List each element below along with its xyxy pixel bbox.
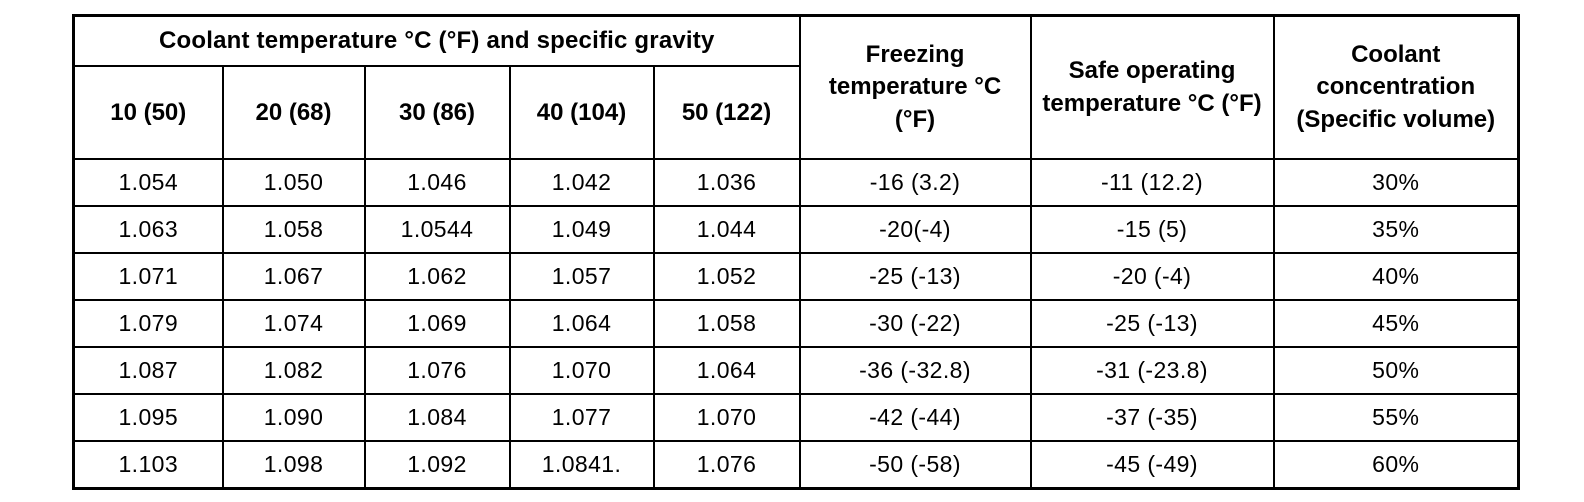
- table-cell: 1.057: [508, 252, 655, 301]
- table-cell: 1.036: [652, 158, 801, 207]
- table-row: 1.087 1.082 1.076 1.070 1.064 -36 (-32.8…: [72, 346, 1520, 395]
- table-row: 1.071 1.067 1.062 1.057 1.052 -25 (-13) …: [72, 252, 1520, 301]
- table-cell: 1.046: [363, 158, 511, 207]
- table-cell: -45 (-49): [1029, 440, 1275, 490]
- table-cell: 1.058: [221, 205, 366, 254]
- table-cell: 40%: [1272, 252, 1520, 301]
- column-header-temp-40: 40 (104): [508, 65, 655, 160]
- table-cell: -31 (-23.8): [1029, 346, 1275, 395]
- table-cell: -15 (5): [1029, 205, 1275, 254]
- table-cell: 1.079: [72, 299, 224, 348]
- table-cell: 1.098: [221, 440, 366, 490]
- column-header-temp-10: 10 (50): [72, 65, 224, 160]
- table-cell: 1.064: [508, 299, 655, 348]
- table-cell: 1.087: [72, 346, 224, 395]
- table-row: 1.095 1.090 1.084 1.077 1.070 -42 (-44) …: [72, 393, 1520, 442]
- table-cell: 1.062: [363, 252, 511, 301]
- table-cell: 1.063: [72, 205, 224, 254]
- coolant-specific-gravity-table: Coolant temperature °C (°F) and specific…: [72, 14, 1521, 490]
- table-cell: 1.058: [652, 299, 801, 348]
- table-cell: 45%: [1272, 299, 1520, 348]
- table-cell: 55%: [1272, 393, 1520, 442]
- table-cell: 1.103: [72, 440, 224, 490]
- table-cell: 1.095: [72, 393, 224, 442]
- table-cell: -25 (-13): [1029, 299, 1275, 348]
- header-row-temps: 10 (50) 20 (68) 30 (86) 40 (104) 50 (122…: [72, 65, 1519, 160]
- table-cell: 1.064: [652, 346, 801, 395]
- column-header-temp-20: 20 (68): [221, 65, 366, 160]
- table-cell: 1.044: [652, 205, 801, 254]
- table-cell: 1.042: [508, 158, 655, 207]
- table-cell: 1.082: [221, 346, 366, 395]
- table-cell: 30%: [1272, 158, 1520, 207]
- group-header-coolant-temperature: Coolant temperature °C (°F) and specific…: [72, 14, 801, 67]
- table-cell: 35%: [1272, 205, 1520, 254]
- table-cell: 50%: [1272, 346, 1520, 395]
- table-cell: 1.067: [221, 252, 366, 301]
- table-row: 1.063 1.058 1.0544 1.049 1.044 -20(-4) -…: [72, 205, 1520, 254]
- table-cell: 1.054: [72, 158, 224, 207]
- table-row: 1.054 1.050 1.046 1.042 1.036 -16 (3.2) …: [72, 158, 1520, 207]
- table-cell: -16 (3.2): [798, 158, 1032, 207]
- table-cell: -36 (-32.8): [798, 346, 1032, 395]
- table-cell: -20(-4): [798, 205, 1032, 254]
- table-cell: 1.0544: [363, 205, 511, 254]
- table-cell: 1.070: [652, 393, 801, 442]
- table-cell: 1.084: [363, 393, 511, 442]
- table-cell: 1.071: [72, 252, 224, 301]
- column-header-coolant-concentration: Coolant concentration (Specific volume): [1272, 14, 1520, 160]
- table-cell: 1.090: [221, 393, 366, 442]
- table-cell: 1.070: [508, 346, 655, 395]
- table-cell: 1.050: [221, 158, 366, 207]
- table-cell: 1.069: [363, 299, 511, 348]
- table-cell: 1.0841.: [508, 440, 655, 490]
- table-cell: 1.092: [363, 440, 511, 490]
- column-header-safe-operating-temperature: Safe operating temperature °C (°F): [1029, 14, 1275, 160]
- column-header-temp-30: 30 (86): [363, 65, 511, 160]
- table-cell: -42 (-44): [798, 393, 1032, 442]
- column-header-freezing-temperature: Freezing temperature °C (°F): [798, 14, 1032, 160]
- table-cell: -25 (-13): [798, 252, 1032, 301]
- column-header-temp-50: 50 (122): [652, 65, 801, 160]
- table-cell: -20 (-4): [1029, 252, 1275, 301]
- header-row-group: Coolant temperature °C (°F) and specific…: [72, 14, 1520, 160]
- table-cell: -50 (-58): [798, 440, 1032, 490]
- table-cell: -11 (12.2): [1029, 158, 1275, 207]
- table-cell: 1.076: [652, 440, 801, 490]
- table-cell: 1.076: [363, 346, 511, 395]
- table-cell: 1.049: [508, 205, 655, 254]
- table-cell: 1.052: [652, 252, 801, 301]
- table-row: 1.103 1.098 1.092 1.0841. 1.076 -50 (-58…: [72, 440, 1520, 490]
- table-row: 1.079 1.074 1.069 1.064 1.058 -30 (-22) …: [72, 299, 1520, 348]
- table-cell: -30 (-22): [798, 299, 1032, 348]
- table-cell: 1.077: [508, 393, 655, 442]
- table-cell: 1.074: [221, 299, 366, 348]
- table-cell: 60%: [1272, 440, 1520, 490]
- table-cell: -37 (-35): [1029, 393, 1275, 442]
